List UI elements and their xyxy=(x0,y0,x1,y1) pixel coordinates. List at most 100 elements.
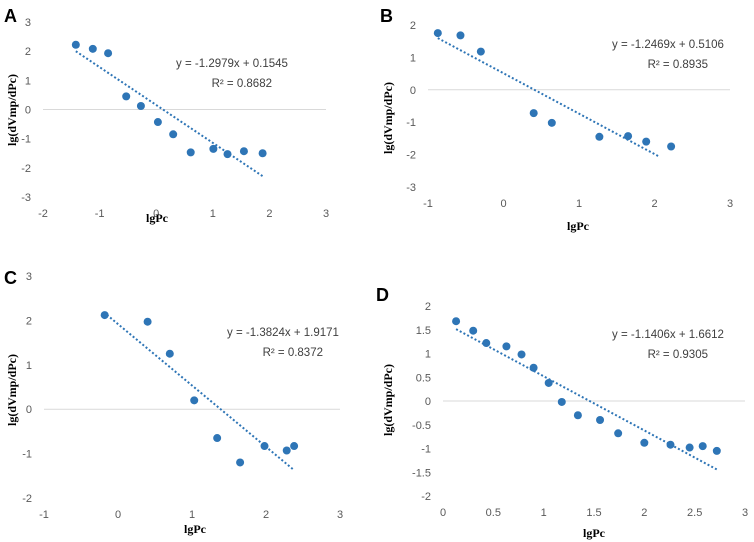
panel-label: D xyxy=(376,285,389,305)
data-point xyxy=(104,49,113,58)
data-point xyxy=(547,118,556,127)
x-tick-label: 1 xyxy=(541,507,547,519)
y-tick-label: -1 xyxy=(406,117,416,129)
y-tick-label: 2 xyxy=(26,315,32,327)
data-point xyxy=(573,411,582,420)
panel-label: B xyxy=(380,6,393,26)
y-tick-label: 1 xyxy=(425,349,431,361)
data-point xyxy=(502,342,511,351)
y-tick-label: 3 xyxy=(25,17,31,29)
data-point xyxy=(596,416,605,424)
chart-b: -3 -2 -1 0 1 2 -1 0 1 2 3 xyxy=(406,20,733,210)
y-axis-label: lg(dVmp/dPc) xyxy=(5,354,19,426)
y-tick-label: -0.5 xyxy=(412,420,431,432)
panel-d: D -2 -1.5 -1 -0.5 0 0.5 1 1.5 2 0 0.5 1 1.5 2 2.5 3 y =… xyxy=(376,285,748,540)
y-tick-label: -2 xyxy=(406,150,416,162)
data-point xyxy=(529,363,538,372)
y-tick-label: 0.5 xyxy=(416,372,431,384)
y-tick-label: 2 xyxy=(425,301,431,313)
regression-equation: y = -1.1406x + 1.6612 xyxy=(612,329,724,341)
y-tick-label: 0 xyxy=(410,85,416,97)
data-point xyxy=(433,29,442,38)
r-squared: R² = 0.8372 xyxy=(263,347,323,359)
x-tick-label: 2 xyxy=(641,507,647,519)
data-point xyxy=(469,326,478,335)
x-tick-label: 3 xyxy=(727,198,733,210)
x-tick-label: -2 xyxy=(38,208,48,220)
regression-equation: y = -1.3824x + 1.9171 xyxy=(227,327,339,339)
x-tick-label: 3 xyxy=(742,507,748,519)
data-point xyxy=(209,144,218,153)
y-tick-label: -1 xyxy=(22,449,32,461)
y-tick-label: -3 xyxy=(406,182,416,194)
regression-equation: y = -1.2469x + 0.5106 xyxy=(612,39,724,51)
data-point xyxy=(88,44,97,53)
data-point xyxy=(456,31,465,40)
y-tick-label: 1 xyxy=(25,75,31,87)
data-point xyxy=(71,40,80,49)
data-point xyxy=(260,442,269,451)
regression-equation: y = -1.2979x + 0.1545 xyxy=(176,58,288,70)
r-squared: R² = 0.8935 xyxy=(648,59,708,71)
y-tick-label: 3 xyxy=(26,271,32,283)
y-tick-label: 0 xyxy=(25,105,31,117)
data-point xyxy=(667,142,676,151)
data-point xyxy=(642,137,651,146)
data-point xyxy=(239,147,248,156)
x-tick-label: 2 xyxy=(651,198,657,210)
x-tick-label: 1 xyxy=(210,208,216,220)
data-point xyxy=(544,378,553,387)
data-point xyxy=(186,148,195,157)
y-tick-label: -3 xyxy=(21,192,31,204)
data-point xyxy=(258,149,267,158)
x-tick-label: 0.5 xyxy=(486,507,501,519)
x-tick-label: -1 xyxy=(423,198,433,210)
data-point xyxy=(282,446,291,455)
chart-a: -3 -2 -1 0 1 2 3 -2 -1 0 1 2 3 xyxy=(21,17,329,220)
data-point xyxy=(190,396,199,405)
panel-a: A -3 -2 -1 0 1 2 3 -2 -1 0 1 2 3 y = -1.2979x + 0.15… xyxy=(4,6,329,225)
y-tick-label: -1 xyxy=(21,134,31,146)
data-point xyxy=(213,434,222,443)
y-tick-label: -2 xyxy=(21,163,31,175)
x-tick-label: 1.5 xyxy=(586,507,601,519)
data-point xyxy=(136,102,145,110)
x-tick-label: 2 xyxy=(263,509,269,521)
y-tick-label: 2 xyxy=(410,20,416,32)
data-point xyxy=(100,311,109,320)
x-tick-label: 2.5 xyxy=(687,507,702,519)
trendline xyxy=(455,328,718,471)
x-tick-label: 0 xyxy=(500,198,506,210)
data-point xyxy=(529,109,538,118)
x-tick-label: -1 xyxy=(95,208,105,220)
y-tick-label: 1.5 xyxy=(416,325,431,337)
data-point xyxy=(517,350,526,359)
x-tick-label: 1 xyxy=(576,198,582,210)
data-point xyxy=(614,429,623,438)
x-axis-label: lgPc xyxy=(184,522,207,536)
x-tick-label: 3 xyxy=(323,208,329,220)
data-point xyxy=(236,458,245,467)
y-tick-label: 0 xyxy=(425,396,431,408)
r-squared: R² = 0.8682 xyxy=(212,78,272,90)
x-axis-label: lgPc xyxy=(146,211,169,225)
data-point xyxy=(290,442,299,451)
data-point xyxy=(712,446,721,455)
r-squared: R² = 0.9305 xyxy=(648,349,708,361)
x-tick-label: 0 xyxy=(440,507,446,519)
data-point xyxy=(143,317,152,326)
data-point xyxy=(122,92,131,101)
data-point xyxy=(153,118,162,127)
x-axis-label: lgPc xyxy=(583,526,606,540)
data-point xyxy=(666,440,675,449)
y-axis-label: lg(dVmp/dPc) xyxy=(381,82,395,154)
y-axis-label: lg(dVmp/dPc) xyxy=(381,364,395,436)
data-point xyxy=(624,132,633,141)
y-tick-label: -2 xyxy=(22,493,32,505)
y-tick-label: 2 xyxy=(25,46,31,58)
panel-c: C -2 -1 0 1 2 3 -1 0 1 2 3 y = -1.3824x + 1.9171 R… xyxy=(4,268,343,536)
data-point xyxy=(476,47,485,56)
chart-d: -2 -1.5 -1 -0.5 0 0.5 1 1.5 2 0 0.5 1 1.5 2 2.5 3 xyxy=(412,301,748,519)
panel-label: C xyxy=(4,268,17,288)
